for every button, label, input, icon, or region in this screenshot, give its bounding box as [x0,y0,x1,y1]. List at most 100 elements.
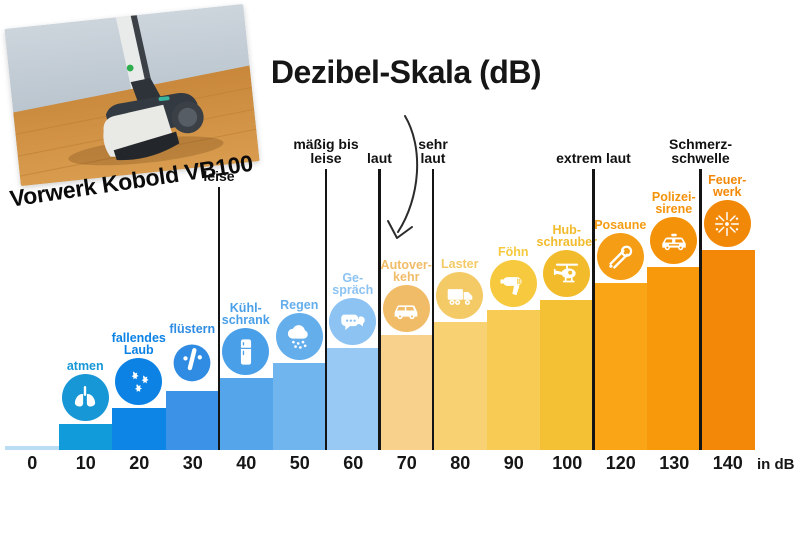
zone-line-5 [699,169,702,450]
bar-10db [58,424,113,450]
bar-label-line: Hub- [552,223,581,237]
bar-label-20: fallendes Laub [102,331,176,357]
bar-label-50: Regen [262,298,336,312]
axis-tick-70: 70 [396,453,417,473]
inset-photo [4,3,260,187]
leaves-icon [131,370,149,392]
bar-0db [5,446,60,450]
axis-tick-20: 20 [129,453,150,473]
bar-label-140: Feuer-werk [690,173,764,199]
bar-label-60: Ge-spräch [316,271,390,297]
zone-line-1 [324,169,328,450]
bar-label-line: flüstern [169,322,216,336]
axis-tick-40: 40 [236,453,257,473]
vacuum-cleaner-photo-illustration [4,3,260,187]
axis-tick-120: 120 [605,453,636,473]
zone-line-3 [431,169,435,450]
bar-icon-circle [382,285,430,332]
car-icon [394,304,418,319]
bar-icon-circle [543,250,591,297]
bar-icon-circle [275,313,323,360]
bar-icon-circle [222,328,270,375]
axis-tick-90: 90 [503,453,524,473]
bar-80db [433,322,488,450]
zone-label-line: leise [203,167,235,184]
bar-label-line: kehr [393,270,420,284]
bar-label-line: Regen [280,298,319,312]
zone-label-line: mäßig bis [293,136,359,152]
bar-100db [540,300,595,450]
police-car-icon [662,233,686,250]
zone-line-4 [592,169,595,450]
bar-label-line: werk [713,185,742,199]
bar-label-90: Föhn [476,245,550,259]
zone-label-5: Schmerz-schwelle [641,137,761,165]
zone-line-0 [217,187,221,450]
bar-label-line: Laster [440,257,479,271]
speech-icon [341,314,365,330]
axis-unit-label: in dB [757,456,795,473]
bar-label-line: sirene [655,202,693,216]
axis-tick-0: 0 [27,453,38,473]
bar-label-130: Polizei-sirene [637,190,711,216]
bar-icon-circle [489,260,537,307]
axis-tick-80: 80 [450,453,471,473]
bar-label-40: Kühl-schrank [209,301,283,327]
whisper-icon [173,344,211,382]
bar-60db [326,348,381,450]
axis-tick-50: 50 [289,453,310,473]
bar-label-line: Polizei- [651,190,696,204]
bar-label-30: flüstern [155,322,229,336]
bar-icon-circle [596,233,644,280]
bar-label-line: schrauber [536,235,597,249]
bar-label-line: Föhn [497,245,529,259]
bar-icon-circle [436,272,484,319]
bar-label-line: Autover- [380,258,432,272]
fridge-icon [240,338,251,365]
axis-tick-60: 60 [343,453,364,473]
bar-label-line: Laub [123,343,154,357]
vacuum-cleaner [103,15,204,161]
axis-tick-30: 30 [182,453,203,473]
bar-label-80: Laster [423,257,497,271]
hairdryer-icon [500,276,522,295]
zone-line-2 [378,169,381,450]
bar-label-line: schrank [221,313,270,327]
zone-label-line: extrem laut [556,149,631,166]
bar-icon-circle [650,217,698,264]
bar-icon-circle [329,298,377,345]
axis-tick-140: 140 [712,453,743,473]
bar-label-line: Feuer- [708,173,747,187]
bar-label-10: atmen [48,360,122,373]
bar-30db [165,391,220,450]
bar-50db [272,363,327,450]
bar-icon-circle [115,358,163,405]
bar-label-line: Ge- [342,271,364,285]
green-led [126,64,134,72]
axis-tick-130: 130 [659,453,690,473]
zone-label-4: extrem laut [534,149,654,166]
zone-label-3: sehr laut [373,136,493,166]
helicopter-icon [553,263,578,282]
zone-label-2: laut [320,151,440,166]
bar-label-line: fallendes [111,331,166,345]
bar-label-70: Autover-kehr [369,258,443,284]
zone-label-line: leise [310,149,342,166]
bar-130db [647,267,702,450]
bar-label-100: Hub-schrauber [530,223,604,249]
axis-tick-100: 100 [552,453,583,473]
bar-label-line: Posaune [594,218,647,232]
bar-70db [379,335,434,450]
bar-label-line: spräch [332,283,374,297]
rain-icon [288,324,308,349]
bar-140db [700,250,755,450]
trombone-icon [609,245,633,269]
bar-90db [486,310,541,450]
bar-label-line: Kühl- [229,301,262,315]
zone-label-line: laut [420,149,446,166]
bar-20db [112,408,167,450]
fireworks-icon [715,211,740,236]
lungs-icon [75,385,96,407]
zone-label-line: sehr [418,136,448,152]
